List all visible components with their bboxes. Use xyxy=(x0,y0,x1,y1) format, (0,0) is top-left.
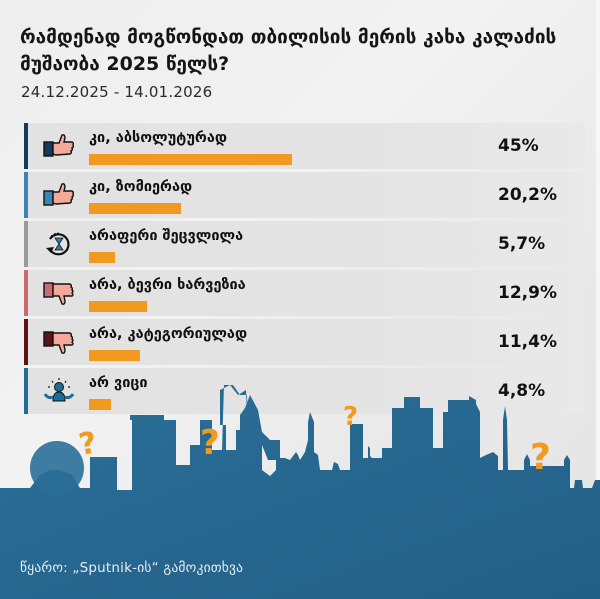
row-color-stripe xyxy=(24,319,28,365)
thumbs-down-icon xyxy=(43,282,74,305)
value-bar xyxy=(89,203,181,214)
row-label: არა, კატეგორიულად xyxy=(89,326,248,342)
source-note: წყარო: „Sputnik-ის“ გამოკითხვა xyxy=(20,560,244,576)
shrug-person-icon xyxy=(43,378,75,402)
row-value: 5,7% xyxy=(498,234,546,254)
value-bar xyxy=(89,301,147,312)
value-bar xyxy=(89,399,111,410)
row-value: 11,4% xyxy=(498,332,557,352)
frame-edge xyxy=(596,0,600,599)
result-row: არ ვიცი 4,8% xyxy=(24,368,585,414)
thumbs-up-icon xyxy=(43,183,75,206)
row-color-stripe xyxy=(24,123,28,169)
result-row: კი, ზომიერად 20,2% xyxy=(24,172,585,218)
thumbs-down-icon xyxy=(43,331,74,354)
row-label: არა, ბევრი ხარვეზია xyxy=(89,277,246,293)
row-label: არ ვიცი xyxy=(89,375,148,391)
row-label: კი, აბსოლუტურად xyxy=(89,130,227,146)
value-bar xyxy=(89,252,115,263)
question-mark-icon: ? xyxy=(343,402,358,432)
row-value: 20,2% xyxy=(498,185,557,205)
result-row: არა, ბევრი ხარვეზია 12,9% xyxy=(24,270,585,316)
question-mark-icon: ? xyxy=(530,437,551,478)
row-value: 45% xyxy=(498,136,539,156)
result-row: არაფერი შეცვლილა 5,7% xyxy=(24,221,585,267)
chart-title: რამდენად მოგწონდათ თბილისის მერის კახა კ… xyxy=(20,26,557,75)
thumbs-up-icon xyxy=(43,134,75,157)
row-label: არაფერი შეცვლილა xyxy=(89,228,244,244)
question-mark-icon: ? xyxy=(76,425,99,462)
result-row: კი, აბსოლუტურად 45% xyxy=(24,123,585,169)
value-bar xyxy=(89,154,292,165)
row-color-stripe xyxy=(24,270,28,316)
hourglass-cycle-icon xyxy=(46,232,70,256)
city-skyline-illustration: ? ? ? ? xyxy=(0,385,600,599)
value-bar xyxy=(89,350,140,361)
row-color-stripe xyxy=(24,368,28,414)
row-value: 4,8% xyxy=(498,381,546,401)
date-range: 24.12.2025 - 14.01.2026 xyxy=(21,83,213,101)
row-color-stripe xyxy=(24,221,28,267)
row-color-stripe xyxy=(24,172,28,218)
question-mark-icon: ? xyxy=(200,423,220,463)
result-row: არა, კატეგორიულად 11,4% xyxy=(24,319,585,365)
row-value: 12,9% xyxy=(498,283,557,303)
row-label: კი, ზომიერად xyxy=(89,179,193,195)
survey-results: კი, აბსოლუტურად 45% კი, ზომიერად 20,2% ა… xyxy=(24,123,585,417)
